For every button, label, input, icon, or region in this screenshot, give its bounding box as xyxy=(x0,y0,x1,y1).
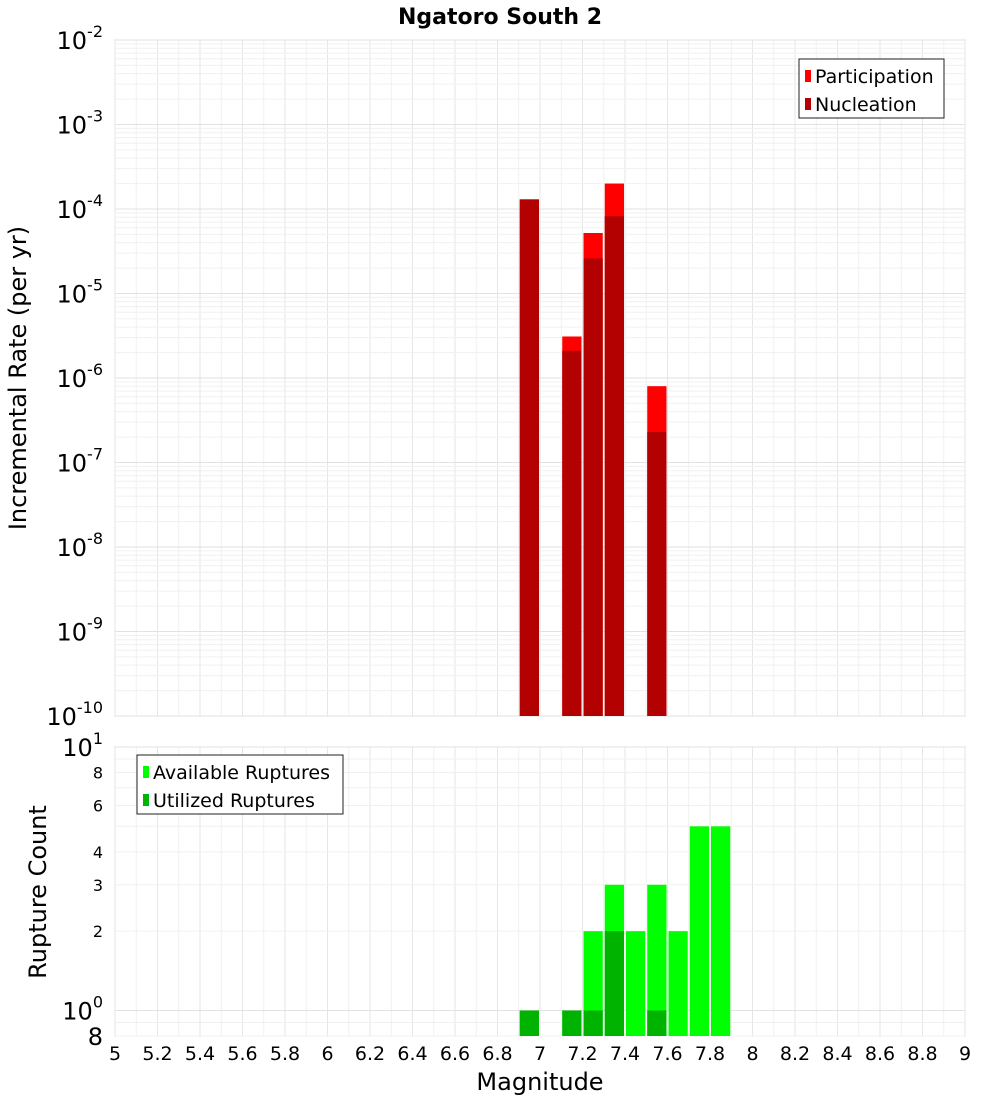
x-tick-label: 8.8 xyxy=(907,1043,937,1065)
y-tick-label: 6 xyxy=(93,796,103,815)
top-y-tick-labels: 10-2 10-3 10-4 10-5 10-6 10-7 10-8 10-9 10-10 xyxy=(46,22,103,731)
x-tick-label: 7.2 xyxy=(567,1043,597,1065)
x-tick-label: 5.8 xyxy=(270,1043,300,1065)
legend-box xyxy=(798,58,945,119)
x-tick-label: 5.4 xyxy=(185,1043,215,1065)
legend-label: Utilized Ruptures xyxy=(153,790,315,812)
x-tick-label: 5.2 xyxy=(142,1043,172,1065)
top-bars xyxy=(519,183,667,717)
bar-utilized-ruptures xyxy=(519,1010,539,1036)
bar-utilized-ruptures xyxy=(583,1010,603,1036)
x-tick-label: 7.8 xyxy=(695,1043,725,1065)
x-tick-label: 5 xyxy=(109,1043,121,1065)
x-tick-label: 9 xyxy=(959,1043,971,1065)
bar-utilized-ruptures xyxy=(562,1010,582,1036)
y-tick-label: 2 xyxy=(93,922,103,941)
y-tick-label: 10-3 xyxy=(57,107,104,140)
y-tick-label: 10-8 xyxy=(57,529,104,562)
y-tick-label: 101 xyxy=(62,729,103,762)
bar-nucleation xyxy=(583,258,603,716)
bar-available-ruptures xyxy=(711,826,731,1036)
bottom-bars xyxy=(519,826,731,1036)
chart-title: Ngatoro South 2 xyxy=(398,5,602,30)
x-tick-label: 6.2 xyxy=(355,1043,385,1065)
legend-box xyxy=(136,754,344,815)
x-tick-label: 7 xyxy=(534,1043,546,1065)
x-axis-label: Magnitude xyxy=(476,1068,603,1096)
top-y-axis-label: Incremental Rate (per yr) xyxy=(4,226,32,530)
bar-nucleation xyxy=(562,350,582,716)
x-tick-label: 6.8 xyxy=(482,1043,512,1065)
y-tick-label: 100 xyxy=(62,992,103,1025)
bar-available-ruptures xyxy=(626,931,646,1036)
bottom-y-axis-label: Rupture Count xyxy=(24,805,52,979)
legend-label: Nucleation xyxy=(815,94,917,116)
top-grid xyxy=(114,39,966,717)
x-tick-label: 6 xyxy=(321,1043,333,1065)
legend-swatch xyxy=(805,70,811,82)
legend-swatch xyxy=(805,98,811,110)
bar-available-ruptures xyxy=(668,931,688,1036)
bar-available-ruptures xyxy=(689,826,709,1036)
x-tick-labels: 5 5.2 5.4 5.6 5.8 6 6.2 6.4 6.6 6.8 7 7.2 7.4 7.6 7.8 8… xyxy=(109,1043,971,1065)
y-tick-label: 10-6 xyxy=(57,360,104,393)
y-tick-label: 10-5 xyxy=(57,276,104,309)
y-tick-label: 10-7 xyxy=(57,445,104,478)
y-tick-label: 10-9 xyxy=(57,614,104,647)
bar-available-ruptures xyxy=(647,884,667,1036)
y-tick-label: 3 xyxy=(93,876,103,895)
x-tick-label: 8.4 xyxy=(822,1043,852,1065)
legend-swatch xyxy=(143,766,149,778)
legend-swatch xyxy=(143,794,149,806)
bar-available-ruptures xyxy=(583,931,603,1036)
bar-utilized-ruptures xyxy=(604,931,624,1036)
x-tick-label: 5.6 xyxy=(227,1043,257,1065)
x-tick-label: 6.6 xyxy=(440,1043,470,1065)
legend-label: Participation xyxy=(815,66,934,88)
x-tick-label: 8.6 xyxy=(865,1043,895,1065)
y-tick-label: 10-4 xyxy=(57,191,104,224)
legend-label: Available Ruptures xyxy=(153,762,330,784)
x-tick-label: 7.4 xyxy=(610,1043,640,1065)
x-tick-label: 7.6 xyxy=(652,1043,682,1065)
bar-nucleation xyxy=(647,431,667,716)
y-tick-label: 10-10 xyxy=(46,698,103,731)
bar-utilized-ruptures xyxy=(647,1010,667,1036)
bar-nucleation xyxy=(519,199,539,717)
y-tick-label: 10-2 xyxy=(57,22,104,55)
top-legend: Participation Nucleation xyxy=(798,58,945,119)
bar-nucleation xyxy=(604,216,624,717)
y-tick-label: 8 xyxy=(88,1023,103,1051)
y-tick-label: 4 xyxy=(93,843,103,862)
x-tick-label: 8.2 xyxy=(780,1043,810,1065)
bottom-legend: Available Ruptures Utilized Ruptures xyxy=(136,754,344,815)
y-tick-label: 8 xyxy=(93,764,103,783)
x-tick-label: 6.4 xyxy=(397,1043,427,1065)
x-tick-label: 8 xyxy=(746,1043,758,1065)
